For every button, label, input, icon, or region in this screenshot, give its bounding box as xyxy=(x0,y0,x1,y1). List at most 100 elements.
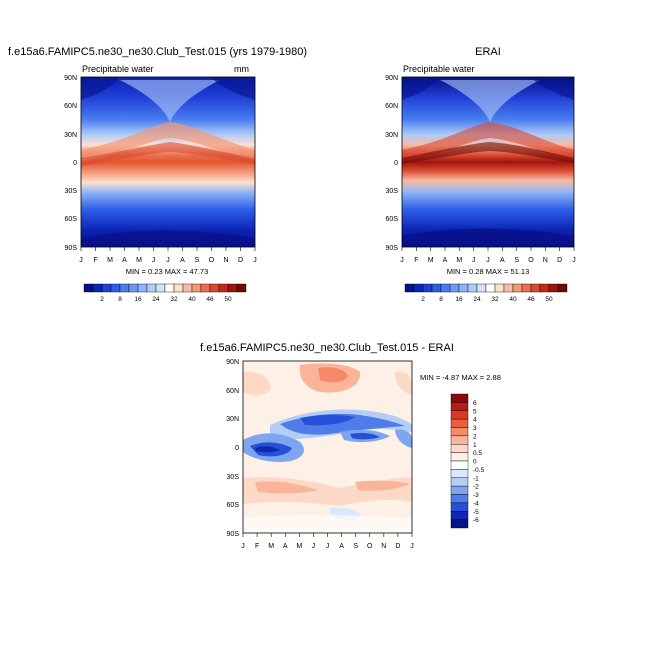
x-tick-label: A xyxy=(500,257,505,264)
panel1-ytick: 90N xyxy=(64,75,77,82)
colorbar-swatch xyxy=(209,283,220,293)
x-tick-label: A xyxy=(339,543,344,550)
colorbar-swatch xyxy=(137,283,148,293)
x-tick-label: S xyxy=(514,257,519,264)
colorbar-swatch xyxy=(110,283,121,293)
x-tick-label: A xyxy=(122,257,127,264)
x-tick-label: J xyxy=(486,257,490,264)
colorbar-swatch xyxy=(450,427,469,437)
x-tick-label: M xyxy=(296,543,302,550)
x-tick-label: A xyxy=(283,543,288,550)
panel3-ytick: 60S xyxy=(227,502,240,509)
panel1-units: mm xyxy=(234,64,249,74)
colorbar-label: -4 xyxy=(473,500,479,507)
colorbar-label: -6 xyxy=(473,517,479,524)
colorbar-label: 8 xyxy=(118,296,122,303)
panel3-title: f.e15a6.FAMIPC5.ne30_ne30.Club_Test.015 … xyxy=(200,342,454,354)
panel3-stats: MIN = -4.87 MAX = 2.88 xyxy=(420,373,501,382)
panel1-ytick: 0 xyxy=(73,160,77,167)
x-tick-label: O xyxy=(209,257,215,264)
x-tick-label: J xyxy=(79,257,83,264)
panel2-ytick: 30N xyxy=(385,132,398,139)
panel1-ytick: 30N xyxy=(64,132,77,139)
colorbar-label: -0.5 xyxy=(473,467,485,474)
x-tick-label: M xyxy=(136,257,142,264)
colorbar-swatch xyxy=(101,283,112,293)
colorbar-swatch xyxy=(450,494,469,504)
x-tick-label: F xyxy=(414,257,418,264)
colorbar-swatch xyxy=(450,469,469,478)
colorbar-label: -5 xyxy=(473,509,479,516)
panel1-ytick: 30S xyxy=(65,188,78,195)
colorbar-swatch xyxy=(539,283,550,293)
x-tick-label: M xyxy=(268,543,274,550)
panel1-field xyxy=(81,77,255,247)
x-tick-label: J xyxy=(253,257,257,264)
colorbar-swatch xyxy=(92,283,103,293)
x-tick-label: J xyxy=(326,543,330,550)
x-tick-label: N xyxy=(223,257,228,264)
colorbar-swatch xyxy=(450,460,469,470)
colorbar-label: 40 xyxy=(509,296,517,303)
colorbar-swatch xyxy=(450,435,469,445)
colorbar-swatch xyxy=(191,283,202,293)
colorbar-swatch xyxy=(467,283,478,293)
x-tick-label: J xyxy=(166,257,170,264)
colorbar-label: 24 xyxy=(473,296,481,303)
colorbar-swatch xyxy=(450,393,469,403)
colorbar-swatch xyxy=(164,283,175,293)
panel3-yticks: 90N 60N 30N 0 30S 60S 90S xyxy=(226,359,239,538)
x-tick-label: F xyxy=(255,543,259,550)
colorbar-swatch xyxy=(155,283,166,293)
colorbar-swatch xyxy=(530,283,541,293)
x-tick-label: O xyxy=(528,257,534,264)
colorbar-swatch xyxy=(494,283,505,293)
colorbar-swatch xyxy=(450,444,469,453)
colorbar-label: 40 xyxy=(188,296,196,303)
panel1-ytick: 60N xyxy=(64,103,77,110)
panel-model: f.e15a6.FAMIPC5.ne30_ne30.Club_Test.015 … xyxy=(8,46,307,303)
x-tick-label: M xyxy=(107,257,113,264)
colorbar-label: 3 xyxy=(473,425,477,432)
colorbar-swatch xyxy=(404,283,415,293)
colorbar-swatch xyxy=(236,283,247,293)
colorbar-swatch xyxy=(521,283,532,293)
colorbar-swatch xyxy=(119,283,130,293)
colorbar-swatch xyxy=(450,477,469,487)
colorbar-swatch xyxy=(557,283,568,293)
panel3-colorbar: 65 432 10.5 0-0.5-1 -2-3-4 -5-6 xyxy=(450,393,485,529)
x-tick-label: S xyxy=(195,257,200,264)
colorbar-swatch xyxy=(431,283,442,293)
panel1-yticks: 90N 60N 30N 0 30S 60S 90S xyxy=(64,75,77,252)
colorbar-label: 32 xyxy=(170,296,178,303)
colorbar-label: 50 xyxy=(224,296,232,303)
panel2-subtitle: Precipitable water xyxy=(403,64,475,74)
panel2-ytick: 60N xyxy=(385,103,398,110)
colorbar-label: 6 xyxy=(473,400,477,407)
panel2-yticks: 90N 60N 30N 0 30S 60S 90S xyxy=(385,75,398,252)
colorbar-swatch xyxy=(450,485,469,495)
colorbar-label: 24 xyxy=(152,296,160,303)
colorbar-label: 0.5 xyxy=(473,450,482,457)
panel1-ytick: 90S xyxy=(65,245,78,252)
colorbar-label: 16 xyxy=(455,296,463,303)
colorbar-swatch xyxy=(449,283,460,293)
colorbar-swatch xyxy=(450,502,469,512)
colorbar-label: 16 xyxy=(134,296,142,303)
colorbar-swatch xyxy=(450,511,469,520)
x-tick-label: J xyxy=(410,543,414,550)
panel3-ytick: 90S xyxy=(227,531,240,538)
panel3-ytick: 0 xyxy=(235,445,239,452)
colorbar-swatch xyxy=(548,283,559,293)
colorbar-label: 46 xyxy=(206,296,214,303)
colorbar-label: 2 xyxy=(473,433,477,440)
panel2-field xyxy=(402,77,574,247)
x-tick-label: O xyxy=(367,543,373,550)
x-tick-label: D xyxy=(557,257,562,264)
colorbar-label: 2 xyxy=(421,296,425,303)
panel3-ytick: 30S xyxy=(227,474,240,481)
colorbar-label: -1 xyxy=(473,475,479,482)
panel1-colorbar: 2 8 16 24 32 40 46 50 xyxy=(83,283,247,303)
colorbar-swatch xyxy=(440,283,451,293)
